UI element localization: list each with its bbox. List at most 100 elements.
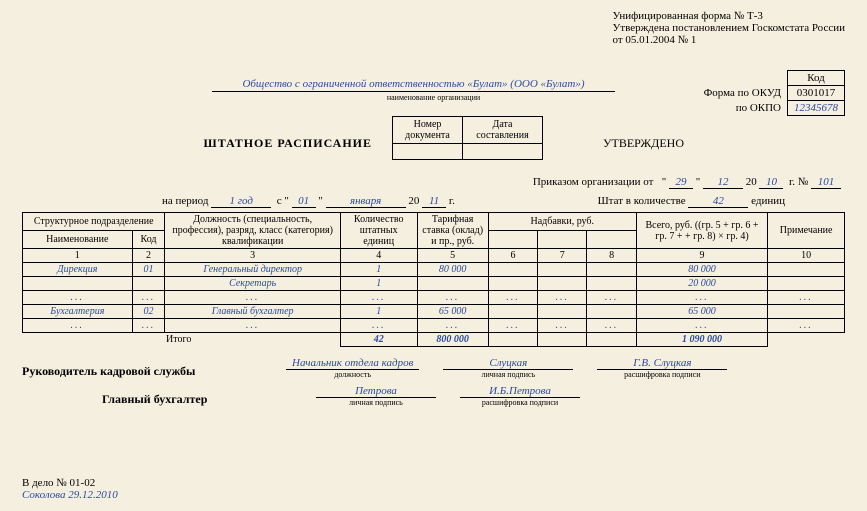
cell: 1 <box>340 277 417 291</box>
doc-box: Номер документа Дата составления <box>392 116 543 160</box>
cell <box>587 263 636 277</box>
acc-label: Главный бухгалтер <box>22 392 262 407</box>
okud-value: 0301017 <box>788 86 845 101</box>
cell <box>488 277 537 291</box>
cell: Секретарь <box>165 277 340 291</box>
t4: 42 <box>340 333 417 347</box>
t5: 800 000 <box>417 333 488 347</box>
t6 <box>488 333 537 347</box>
h-rate: Тарифная ставка (оклад) и пр., руб. <box>417 213 488 249</box>
hr-position: Начальник отдела кадров <box>286 357 419 370</box>
cell: 80 000 <box>417 263 488 277</box>
cell: ... <box>340 291 417 305</box>
kod-label: Код <box>788 71 845 86</box>
approved-label: УТВЕРЖДЕНО <box>543 116 684 151</box>
cell <box>417 277 488 291</box>
docdate-label: Дата составления <box>463 117 543 144</box>
period-value: 1 год <box>211 195 271 208</box>
docnum-label: Номер документа <box>393 117 463 144</box>
g: г. <box>449 195 455 207</box>
footer: В дело № 01-02 Соколова 29.12.2010 <box>22 477 118 501</box>
cell <box>538 305 587 319</box>
cell <box>488 263 537 277</box>
title-row: ШТАТНОЕ РАСПИСАНИЕ Номер документа Дата … <box>22 116 845 160</box>
okud-label: Форма по ОКУД <box>698 86 788 101</box>
count-suffix: единиц <box>751 195 785 207</box>
table-row: .............................. <box>23 291 845 305</box>
docnum-value <box>393 144 463 160</box>
period-prefix: на период <box>162 195 208 207</box>
hr-pos-cap: должность <box>286 370 419 379</box>
cell: ... <box>587 291 636 305</box>
q: " <box>318 195 323 207</box>
colnum-row: 1 2 3 4 5 6 7 8 9 10 <box>23 249 845 263</box>
cell: 02 <box>132 305 165 319</box>
cell <box>488 305 537 319</box>
cell: ... <box>165 291 340 305</box>
cell: ... <box>417 319 488 333</box>
h-pos: Должность (специальность, профессия), ра… <box>165 213 340 249</box>
q: " <box>696 176 701 188</box>
q: " <box>662 176 667 188</box>
cell: ... <box>132 319 165 333</box>
cn: 7 <box>538 249 587 263</box>
order-month: 12 <box>703 176 743 189</box>
total-row: Итого 42 800 000 1 090 000 <box>23 333 845 347</box>
cell: 1 <box>340 263 417 277</box>
cn: 8 <box>587 249 636 263</box>
footer-line1: В дело № 01-02 <box>22 477 118 489</box>
cell: ... <box>488 319 537 333</box>
h-struct: Структурное подразделение <box>23 213 165 231</box>
decode-cap: расшифровка подписи <box>597 370 727 379</box>
cn: 3 <box>165 249 340 263</box>
okpo-value: 12345678 <box>788 101 845 116</box>
cn: 9 <box>636 249 768 263</box>
org-name: Общество с ограниченной ответственностью… <box>212 78 615 92</box>
table-row: .............................. <box>23 319 845 333</box>
table-row: Дирекция01Генеральный директор180 00080 … <box>23 263 845 277</box>
order-line: Приказом организации от " 29 " 12 20 10 … <box>22 176 845 189</box>
main-table: Структурное подразделение Должность (спе… <box>22 212 845 347</box>
cell: 65 000 <box>636 305 768 319</box>
signatures: Руководитель кадровой службы Начальник о… <box>22 357 845 407</box>
cell <box>768 277 845 291</box>
footer-line2: Соколова 29.12.2010 <box>22 489 118 501</box>
form-line2: Утверждена постановлением Госкомстата Ро… <box>613 22 845 34</box>
cell: ... <box>636 319 768 333</box>
cell: ... <box>132 291 165 305</box>
cell: ... <box>417 291 488 305</box>
cell: ... <box>23 319 133 333</box>
h-a2 <box>538 231 587 249</box>
cell: ... <box>165 319 340 333</box>
cn: 2 <box>132 249 165 263</box>
acc-sign: Петрова <box>316 385 436 398</box>
docdate-value <box>463 144 543 160</box>
cell: 20 000 <box>636 277 768 291</box>
okud-block: Код Форма по ОКУД0301017 по ОКПО12345678 <box>698 70 845 116</box>
hr-decode: Г.В. Слуцкая <box>597 357 727 370</box>
cell: 65 000 <box>417 305 488 319</box>
hr-sign: Слуцкая <box>443 357 573 370</box>
period-day: 01 <box>292 195 316 208</box>
cell <box>768 305 845 319</box>
form-line1: Унифицированная форма № Т-3 <box>613 10 845 22</box>
cell <box>132 277 165 291</box>
s: с " <box>277 195 289 207</box>
hr-label: Руководитель кадровой службы <box>22 364 262 379</box>
cn: 10 <box>768 249 845 263</box>
order-num: 101 <box>811 176 841 189</box>
cn: 1 <box>23 249 133 263</box>
h-a3 <box>587 231 636 249</box>
table-row: Секретарь1 20 000 <box>23 277 845 291</box>
acc-decode: И.Б.Петрова <box>460 385 580 398</box>
t10 <box>768 333 845 347</box>
cell: Бухгалтерия <box>23 305 133 319</box>
cell: ... <box>768 291 845 305</box>
yp: 20 <box>408 195 419 207</box>
cn: 6 <box>488 249 537 263</box>
yp: 20 <box>746 176 757 188</box>
order-prefix: Приказом организации от <box>533 176 654 188</box>
period-year: 11 <box>422 195 446 208</box>
cell: Генеральный директор <box>165 263 340 277</box>
h-allow: Надбавки, руб. <box>488 213 636 231</box>
